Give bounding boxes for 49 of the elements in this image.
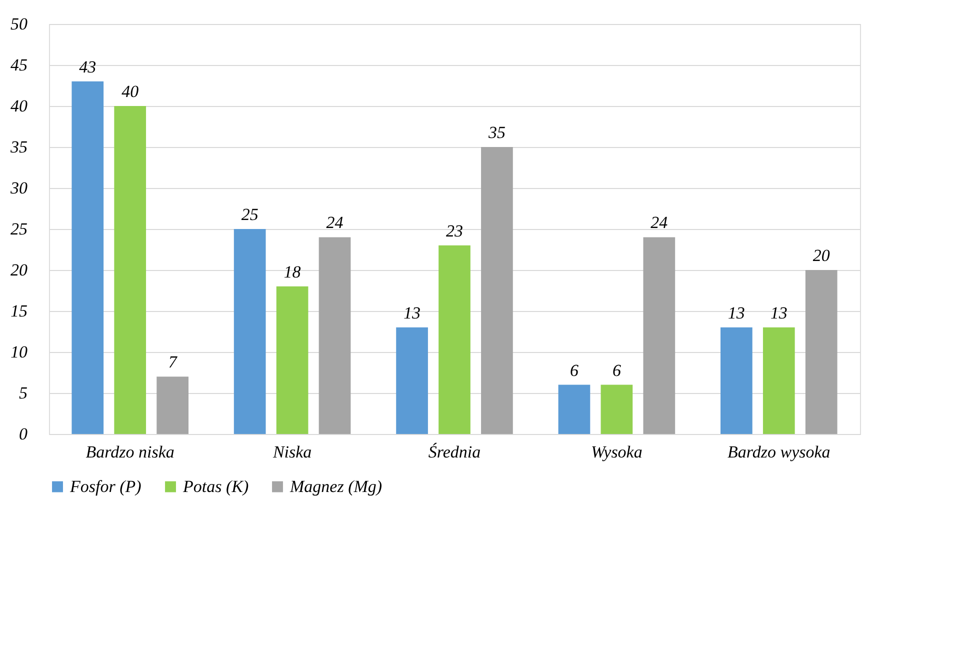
y-tick-label: 15 <box>10 302 28 320</box>
data-label: 18 <box>284 262 302 282</box>
data-label: 24 <box>326 213 344 232</box>
bar <box>600 384 633 434</box>
bar <box>234 229 266 434</box>
y-tick-label: 45 <box>10 56 28 74</box>
y-tick-label: 20 <box>10 260 28 280</box>
x-tick-label: Niska <box>272 442 312 462</box>
bar <box>396 327 428 434</box>
data-label: 6 <box>612 360 622 380</box>
bar <box>643 237 676 434</box>
bar <box>72 81 104 434</box>
y-tick-label: 30 <box>10 178 28 198</box>
data-label: 6 <box>570 360 579 380</box>
y-tick-label: 10 <box>10 342 28 362</box>
bar <box>276 286 308 434</box>
data-label: 13 <box>770 303 788 322</box>
bar <box>114 106 146 434</box>
y-tick-label: 40 <box>10 96 28 116</box>
data-label: 24 <box>650 213 668 232</box>
bar <box>318 237 351 434</box>
bar <box>720 327 752 434</box>
data-label: 25 <box>241 205 258 224</box>
y-tick-label: 0 <box>19 424 28 444</box>
y-tick-label: 25 <box>10 220 28 238</box>
legend-label: Fosfor (P) <box>69 476 142 496</box>
data-label: 43 <box>79 57 96 76</box>
y-tick-label: 5 <box>19 384 28 402</box>
bar <box>481 147 513 434</box>
data-label: 13 <box>728 303 745 322</box>
data-label: 23 <box>446 221 463 240</box>
bar <box>438 245 470 434</box>
data-label: 35 <box>487 123 506 142</box>
bar <box>762 327 795 434</box>
bar <box>558 384 590 434</box>
y-tick-label: 35 <box>10 138 28 156</box>
y-tick-label: 50 <box>10 14 28 34</box>
bar <box>156 376 188 434</box>
x-tick-label: Średnia <box>428 442 481 462</box>
x-tick-label: Bardzo wysoka <box>728 442 830 462</box>
data-label: 20 <box>812 246 830 265</box>
data-label: 7 <box>168 352 178 372</box>
legend-label: Potas (K) <box>182 476 249 496</box>
data-label: 13 <box>404 303 421 322</box>
x-tick-label: Wysoka <box>591 442 642 462</box>
x-tick-label: Bardzo niska <box>86 442 174 462</box>
bar <box>805 270 838 434</box>
data-label: 40 <box>122 82 140 101</box>
legend-label: Magnez (Mg) <box>289 476 382 496</box>
